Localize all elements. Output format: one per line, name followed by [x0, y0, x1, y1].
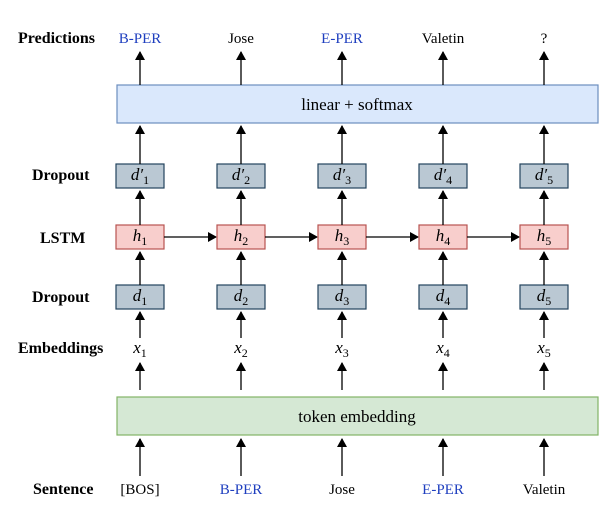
- dropout-top-cell-5: [519, 163, 569, 189]
- sentence-token: Valetin: [523, 482, 566, 498]
- embedding-var-3: x3: [334, 338, 349, 360]
- dropout-bottom-cell-4-label: d4: [436, 286, 451, 308]
- prediction-token: ?: [541, 31, 548, 47]
- label-predictions: Predictions: [18, 30, 95, 47]
- lstm-cell-5-label: h5: [537, 226, 552, 248]
- label-lstm: LSTM: [40, 230, 85, 247]
- dropout-bottom-cell-1-label: d1: [133, 286, 148, 308]
- dropout-top-cell-4-label: d′4: [434, 165, 452, 187]
- dropout-top-cell-4: [418, 163, 468, 189]
- dropout-bottom-cell-2: [216, 284, 266, 310]
- dropout-top-cell-3-label: d′3: [333, 165, 351, 187]
- embedding-var-4: x4: [435, 338, 450, 360]
- dropout-top-cell-2-label: d′2: [232, 165, 250, 187]
- lstm-cell-1: [115, 224, 165, 250]
- embedding-layer: [116, 396, 599, 436]
- sentence-token: B-PER: [220, 482, 263, 498]
- dropout-top-cell-3: [317, 163, 367, 189]
- dropout-top-cell-1-label: d′1: [131, 165, 149, 187]
- lstm-cell-3-label: h3: [335, 226, 350, 248]
- label-sentence: Sentence: [33, 481, 93, 498]
- dropout-bottom-cell-3: [317, 284, 367, 310]
- dropout-top-cell-5-label: d′5: [535, 165, 553, 187]
- dropout-top-cell-1: [115, 163, 165, 189]
- dropout-top-cell-2: [216, 163, 266, 189]
- sentence-token: [BOS]: [120, 482, 159, 498]
- softmax-layer: [116, 84, 599, 124]
- embedding-var-1: x1: [132, 338, 147, 360]
- dropout-bottom-cell-5-label: d5: [537, 286, 552, 308]
- embedding-var-2: x2: [233, 338, 248, 360]
- embedding-layer-label: token embedding: [298, 407, 416, 426]
- lstm-cell-2-label: h2: [234, 226, 249, 248]
- sentence-token: Jose: [329, 482, 355, 498]
- label-dropout-top: Dropout: [32, 167, 90, 184]
- prediction-token: E-PER: [321, 31, 363, 47]
- lstm-cell-4: [418, 224, 468, 250]
- prediction-token: B-PER: [119, 31, 162, 47]
- dropout-bottom-cell-2-label: d2: [234, 286, 249, 308]
- prediction-token: Valetin: [422, 31, 465, 47]
- columns: B-PER d′1 h1 d1 x1 [BOS] Jose d′2 h2 d2 x2 B-PER E-P…: [115, 31, 569, 498]
- label-embeddings: Embeddings: [18, 340, 103, 357]
- lstm-cell-1-label: h1: [133, 226, 148, 248]
- sentence-token: E-PER: [422, 482, 464, 498]
- softmax-layer-label: linear + softmax: [301, 95, 413, 114]
- lstm-cell-4-label: h4: [436, 226, 451, 248]
- prediction-token: Jose: [228, 31, 254, 47]
- embedding-var-5: x5: [536, 338, 551, 360]
- label-dropout-bottom: Dropout: [32, 289, 90, 306]
- dropout-bottom-cell-3-label: d3: [335, 286, 350, 308]
